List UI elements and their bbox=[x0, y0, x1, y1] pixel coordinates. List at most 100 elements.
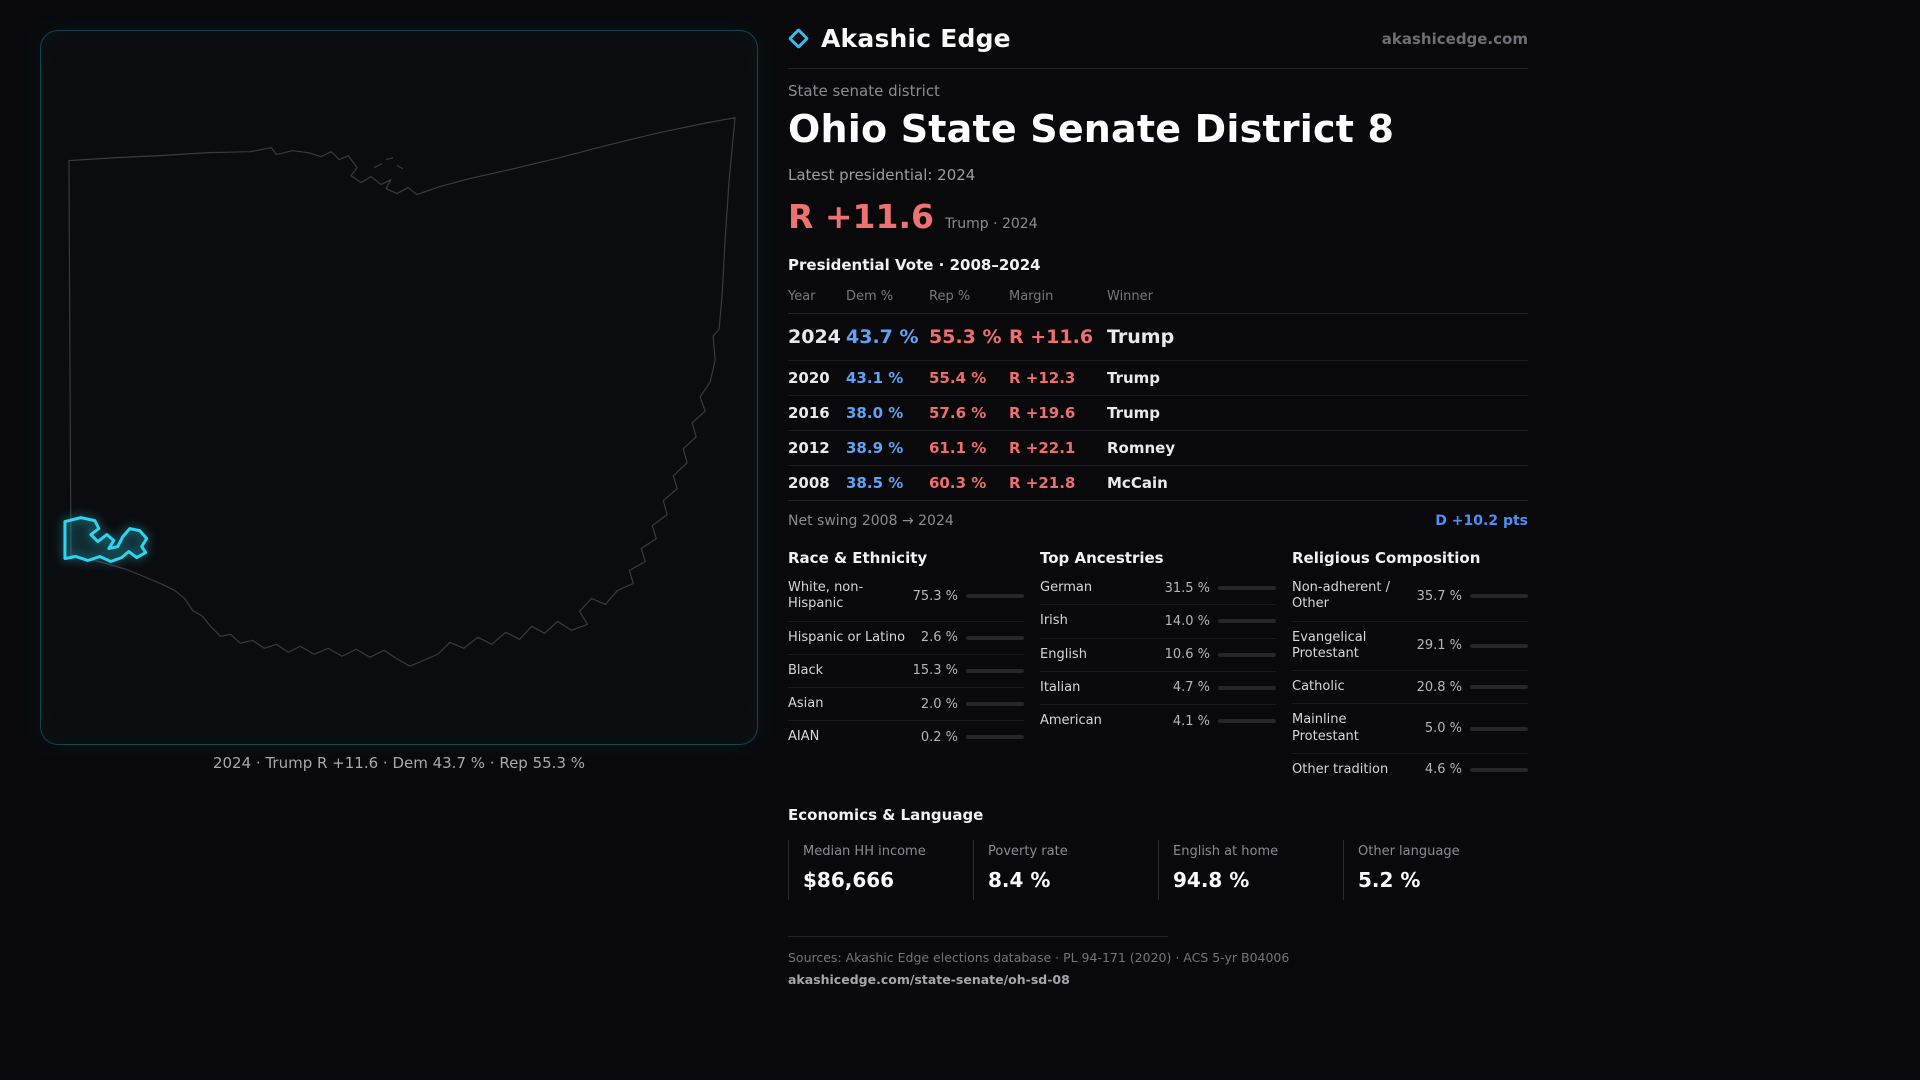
brand-name[interactable]: Akashic Edge bbox=[821, 24, 1011, 53]
item-value: 4.6 % bbox=[1424, 762, 1462, 778]
net-swing-label: Net swing 2008 → 2024 bbox=[788, 513, 954, 529]
winner-cell: Trump bbox=[1107, 313, 1528, 361]
religious-composition-column: Religious Composition Non-adherent / Oth… bbox=[1292, 549, 1528, 786]
district-map-panel bbox=[40, 30, 758, 745]
item-bar-track bbox=[1470, 685, 1528, 690]
headline-margin-row: R +11.6 Trump · 2024 bbox=[788, 197, 1528, 236]
list-item: White, non-Hispanic 75.3 % bbox=[788, 572, 1024, 622]
year-cell: 2020 bbox=[788, 360, 846, 396]
margin-cell: R +12.3 bbox=[1009, 360, 1107, 396]
winner-cell: Trump bbox=[1107, 360, 1528, 396]
winner-cell: Trump bbox=[1107, 395, 1528, 431]
item-value: 10.6 % bbox=[1164, 647, 1210, 663]
item-bar-track bbox=[1218, 652, 1276, 657]
stat-poverty-rate: Poverty rate 8.4 % bbox=[973, 840, 1158, 900]
list-item: Mainline Protestant 5.0 % bbox=[1292, 704, 1528, 754]
item-value: 2.0 % bbox=[920, 696, 958, 712]
latest-presidential-label: Latest presidential: 2024 bbox=[788, 166, 976, 184]
highlighted-district-shape[interactable] bbox=[63, 516, 149, 564]
section-title: Race & Ethnicity bbox=[788, 549, 928, 567]
item-label: Evangelical Protestant bbox=[1292, 629, 1367, 661]
margin-cell: R +22.1 bbox=[1009, 430, 1107, 466]
list-item: Irish 14.0 % bbox=[1040, 605, 1276, 639]
map-caption: 2024 · Trump R +11.6 · Dem 43.7 % · Rep … bbox=[212, 754, 586, 772]
stat-english-at-home: English at home 94.8 % bbox=[1158, 840, 1343, 900]
winner-cell: Romney bbox=[1107, 430, 1528, 466]
header: Akashic Edge akashicedge.com bbox=[787, 24, 1528, 69]
item-bar-track bbox=[966, 635, 1024, 640]
dem-cell: 43.7 % bbox=[846, 313, 929, 361]
economics-stats-row: Median HH income $86,666 Poverty rate 8.… bbox=[788, 840, 1528, 900]
list-item: Italian 4.7 % bbox=[1040, 672, 1276, 705]
col-header-year: Year bbox=[788, 284, 846, 314]
item-label: Hispanic or Latino bbox=[788, 629, 906, 645]
item-label: English bbox=[1040, 646, 1087, 662]
item-label: Non-adherent / Other bbox=[1292, 580, 1390, 612]
item-value: 14.0 % bbox=[1164, 613, 1210, 629]
rep-cell: 60.3 % bbox=[929, 465, 1009, 501]
item-value: 75.3 % bbox=[912, 588, 958, 604]
presidential-vote-table: Year Dem % Rep % Margin Winner 2024 43.7… bbox=[788, 284, 1528, 501]
list-item: German 31.5 % bbox=[1040, 572, 1276, 606]
district-type-label: State senate district bbox=[788, 82, 940, 100]
lake-erie-islands bbox=[373, 157, 404, 170]
top-ancestries-column: Top Ancestries German 31.5 % Irish 14.0 … bbox=[1040, 549, 1276, 786]
dem-cell: 38.0 % bbox=[846, 395, 929, 431]
footer-divider bbox=[788, 936, 1168, 937]
stat-label: Median HH income bbox=[803, 844, 926, 859]
item-value: 35.7 % bbox=[1416, 588, 1462, 604]
table-row: 2020 43.1 % 55.4 % R +12.3 Trump bbox=[788, 360, 1528, 396]
section-title: Top Ancestries bbox=[1040, 549, 1164, 567]
race-ethnicity-column: Race & Ethnicity White, non-Hispanic 75.… bbox=[788, 549, 1024, 786]
year-cell: 2012 bbox=[788, 430, 846, 466]
net-swing-row: Net swing 2008 → 2024 D +10.2 pts bbox=[788, 513, 1528, 529]
list-item: English 10.6 % bbox=[1040, 639, 1276, 672]
item-value: 29.1 % bbox=[1416, 638, 1462, 654]
item-bar-track bbox=[966, 735, 1024, 740]
district-profile-panel: Akashic Edge akashicedge.com State senat… bbox=[787, 24, 1528, 987]
sources-text: Sources: Akashic Edge elections database… bbox=[788, 950, 1290, 965]
item-bar-track bbox=[966, 668, 1024, 673]
col-header-margin: Margin bbox=[1009, 284, 1107, 314]
item-label: White, non-Hispanic bbox=[788, 580, 864, 612]
stat-value: 94.8 % bbox=[1173, 868, 1250, 892]
stat-value: 8.4 % bbox=[988, 868, 1051, 892]
headline-margin-context: Trump · 2024 bbox=[944, 216, 1038, 232]
col-header-dem: Dem % bbox=[846, 284, 929, 314]
item-label: American bbox=[1040, 713, 1102, 728]
col-header-winner: Winner bbox=[1107, 284, 1528, 314]
rep-cell: 61.1 % bbox=[929, 430, 1009, 466]
item-label: AIAN bbox=[788, 729, 820, 745]
item-bar-track bbox=[966, 594, 1024, 599]
table-row: 2016 38.0 % 57.6 % R +19.6 Trump bbox=[788, 395, 1528, 431]
stat-label: English at home bbox=[1173, 844, 1279, 859]
ohio-state-outline bbox=[68, 117, 736, 667]
item-value: 4.7 % bbox=[1172, 680, 1210, 696]
headline-margin-value: R +11.6 bbox=[788, 197, 934, 236]
stat-median-hh-income: Median HH income $86,666 bbox=[788, 840, 973, 900]
margin-cell: R +11.6 bbox=[1009, 313, 1107, 361]
dem-cell: 38.5 % bbox=[846, 465, 929, 501]
item-value: 4.1 % bbox=[1172, 713, 1210, 729]
item-label: Asian bbox=[788, 696, 824, 711]
diamond-logo-icon bbox=[787, 27, 810, 50]
item-value: 0.2 % bbox=[920, 729, 958, 745]
page-title: Ohio State Senate District 8 bbox=[788, 107, 1395, 151]
rep-cell: 55.4 % bbox=[929, 360, 1009, 396]
economics-section-title: Economics & Language bbox=[788, 806, 984, 824]
permalink[interactable]: akashicedge.com/state-senate/oh-sd-08 bbox=[788, 972, 1070, 987]
item-bar-track bbox=[1470, 767, 1528, 772]
vote-table-title: Presidential Vote · 2008–2024 bbox=[788, 256, 1041, 274]
list-item: Black 15.3 % bbox=[788, 655, 1024, 688]
brand-domain-link[interactable]: akashicedge.com bbox=[1381, 29, 1528, 48]
list-item: Catholic 20.8 % bbox=[1292, 671, 1528, 705]
col-header-rep: Rep % bbox=[929, 284, 1009, 314]
section-title: Religious Composition bbox=[1292, 549, 1481, 567]
item-value: 2.6 % bbox=[920, 630, 958, 646]
item-bar-track bbox=[1218, 586, 1276, 591]
vote-table-header-row: Year Dem % Rep % Margin Winner bbox=[788, 284, 1528, 314]
stat-other-language: Other language 5.2 % bbox=[1343, 840, 1528, 900]
item-bar-track bbox=[1218, 685, 1276, 690]
rep-cell: 55.3 % bbox=[929, 313, 1009, 361]
winner-cell: McCain bbox=[1107, 465, 1528, 501]
